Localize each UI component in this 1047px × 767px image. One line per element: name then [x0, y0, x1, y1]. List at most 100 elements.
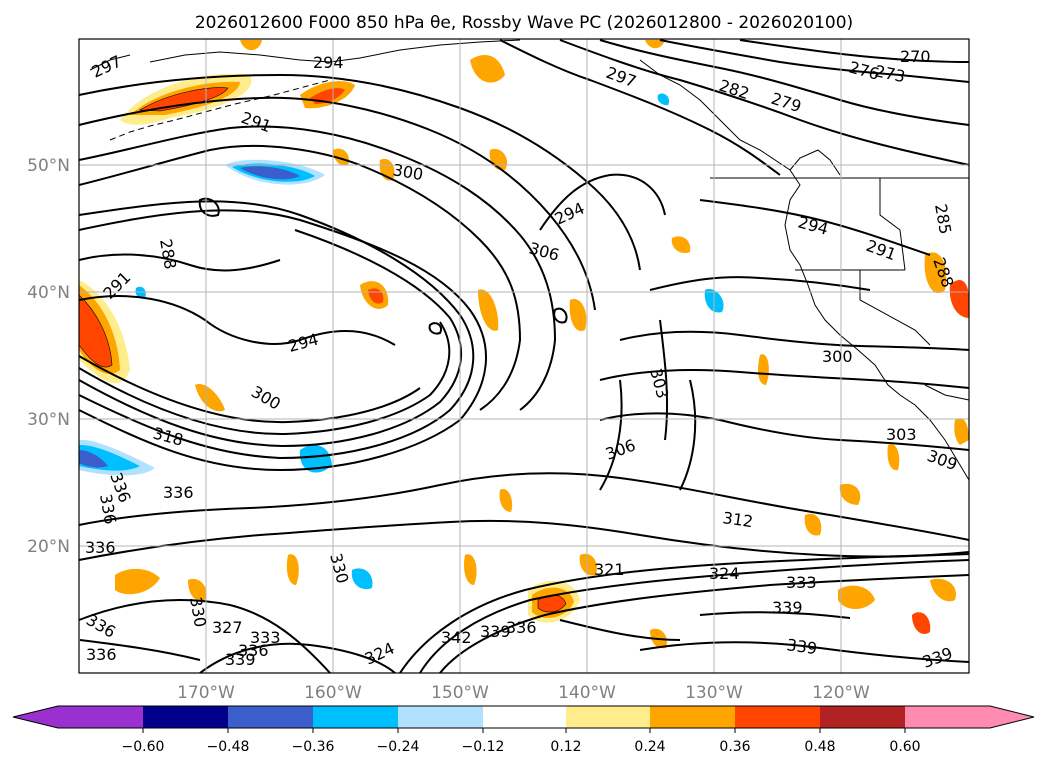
- negative-anomaly-shading: [79, 93, 724, 590]
- lat-label-40n: 40°N: [27, 283, 70, 303]
- colorbar-tick-label: −0.48: [207, 739, 250, 755]
- colorbar-segment: [735, 706, 820, 728]
- positive-blob: [478, 289, 499, 331]
- shading-outline: [78, 294, 113, 368]
- contour-label: 324: [709, 564, 740, 583]
- contour-label: 336: [506, 618, 537, 637]
- contour-line: [539, 173, 666, 231]
- theta-e-contours: [78, 39, 970, 674]
- contour-closed-loop: [198, 197, 568, 335]
- colorbar-segment: [820, 706, 905, 728]
- colorbar-segment: [483, 706, 566, 728]
- colorbar-segment: [566, 706, 650, 728]
- positive-blob: [579, 553, 597, 576]
- contour-label: 294: [313, 53, 344, 72]
- contour-label: 336: [238, 641, 269, 660]
- positive-blob: [470, 55, 505, 83]
- positive-blob: [954, 418, 969, 445]
- positive-blob: [839, 483, 861, 505]
- colorbar-segment: [398, 706, 483, 728]
- colorbar-tick-label: −0.12: [462, 739, 505, 755]
- positive-blob: [645, 40, 665, 49]
- state-borders: [795, 178, 931, 346]
- contour-line: [78, 73, 641, 271]
- positive-blob: [195, 384, 225, 412]
- positive-blob: [912, 612, 931, 635]
- lat-label-50n: 50°N: [27, 156, 70, 176]
- colorbar-segment: [58, 706, 143, 728]
- positive-blob: [79, 295, 112, 368]
- shading-outline: [138, 87, 229, 112]
- contour-line: [78, 295, 396, 346]
- contour-label: 339: [785, 635, 818, 658]
- colorbar-tick-label: 0.12: [550, 739, 581, 755]
- lon-label-160w: 160°W: [304, 683, 362, 703]
- contour-line: [599, 39, 970, 126]
- colorbar-low-extend: [13, 706, 58, 728]
- contour-label: 312: [721, 508, 754, 531]
- negative-blob: [351, 568, 373, 590]
- colorbar-segment: [143, 706, 228, 728]
- positive-blob: [115, 568, 160, 595]
- positive-anomaly-shading: [79, 40, 969, 649]
- positive-blob: [924, 252, 947, 294]
- contour-line: [559, 611, 851, 641]
- contour-line: [439, 574, 970, 674]
- colorbar-tick-label: 0.36: [719, 739, 750, 755]
- contour-label: 336: [85, 538, 116, 557]
- positive-blob: [464, 554, 477, 585]
- contour-line: [78, 472, 970, 541]
- negative-blob: [240, 166, 300, 180]
- positive-blob: [499, 489, 513, 512]
- colorbar-tick-label: 0.24: [634, 739, 665, 755]
- positive-blob: [569, 299, 587, 331]
- positive-blob: [930, 578, 956, 602]
- contour-label: 333: [786, 573, 817, 592]
- positive-blob: [240, 40, 262, 51]
- contour-label: 342: [441, 628, 472, 647]
- contour-line: [78, 229, 463, 448]
- contour-label: 339: [225, 650, 256, 669]
- contour-labels: 297 294 291 297 282 279 276 273 270 300 …: [83, 47, 960, 672]
- contour-label: 270: [900, 47, 931, 66]
- colorbar-tick-marks: [142, 728, 906, 733]
- colorbar-segment: [313, 706, 398, 728]
- negative-blob: [657, 93, 670, 106]
- contour-line: [419, 559, 970, 674]
- contour-label: 339: [772, 598, 803, 617]
- contour-line: [699, 199, 931, 256]
- contour-label: 333: [250, 628, 281, 647]
- shading-outlines: [78, 87, 567, 613]
- colorbar-tick-label: −0.36: [292, 739, 335, 755]
- colorbar-tick-labels: −0.60 −0.48 −0.36 −0.24 −0.12 0.12 0.24 …: [122, 739, 921, 755]
- contour-line: [599, 412, 970, 451]
- positive-blob: [887, 444, 900, 471]
- contour-line: [78, 96, 596, 311]
- figure-title: 2026012600 F000 850 hPa θe, Rossby Wave …: [195, 13, 853, 33]
- contour-line: [78, 125, 557, 411]
- positive-blob: [671, 236, 691, 254]
- contour-line: [78, 145, 522, 411]
- contour-label: 300: [822, 347, 853, 366]
- latitude-labels: 50°N 40°N 30°N 20°N: [27, 156, 70, 557]
- positive-blob: [286, 554, 299, 585]
- contour-line: [499, 39, 781, 176]
- lon-label-170w: 170°W: [177, 683, 235, 703]
- lon-label-140w: 140°W: [558, 683, 616, 703]
- lon-label-130w: 130°W: [685, 683, 743, 703]
- positive-blob: [949, 280, 969, 318]
- contour-label: 327: [212, 618, 243, 637]
- negative-blob: [79, 450, 108, 468]
- colorbar-high-extend: [990, 706, 1034, 728]
- colorbar-segment: [650, 706, 735, 728]
- colorbar-tick-label: 0.60: [889, 739, 920, 755]
- positive-blob: [804, 513, 822, 536]
- contour-label: 303: [886, 425, 917, 444]
- contour-label: 336: [86, 645, 117, 664]
- map-panel: 297 294 291 297 282 279 276 273 270 300 …: [78, 38, 970, 674]
- contour-line: [78, 253, 281, 272]
- map-frame: [78, 38, 970, 674]
- lat-label-20n: 20°N: [27, 537, 70, 557]
- contour-line: [559, 39, 970, 166]
